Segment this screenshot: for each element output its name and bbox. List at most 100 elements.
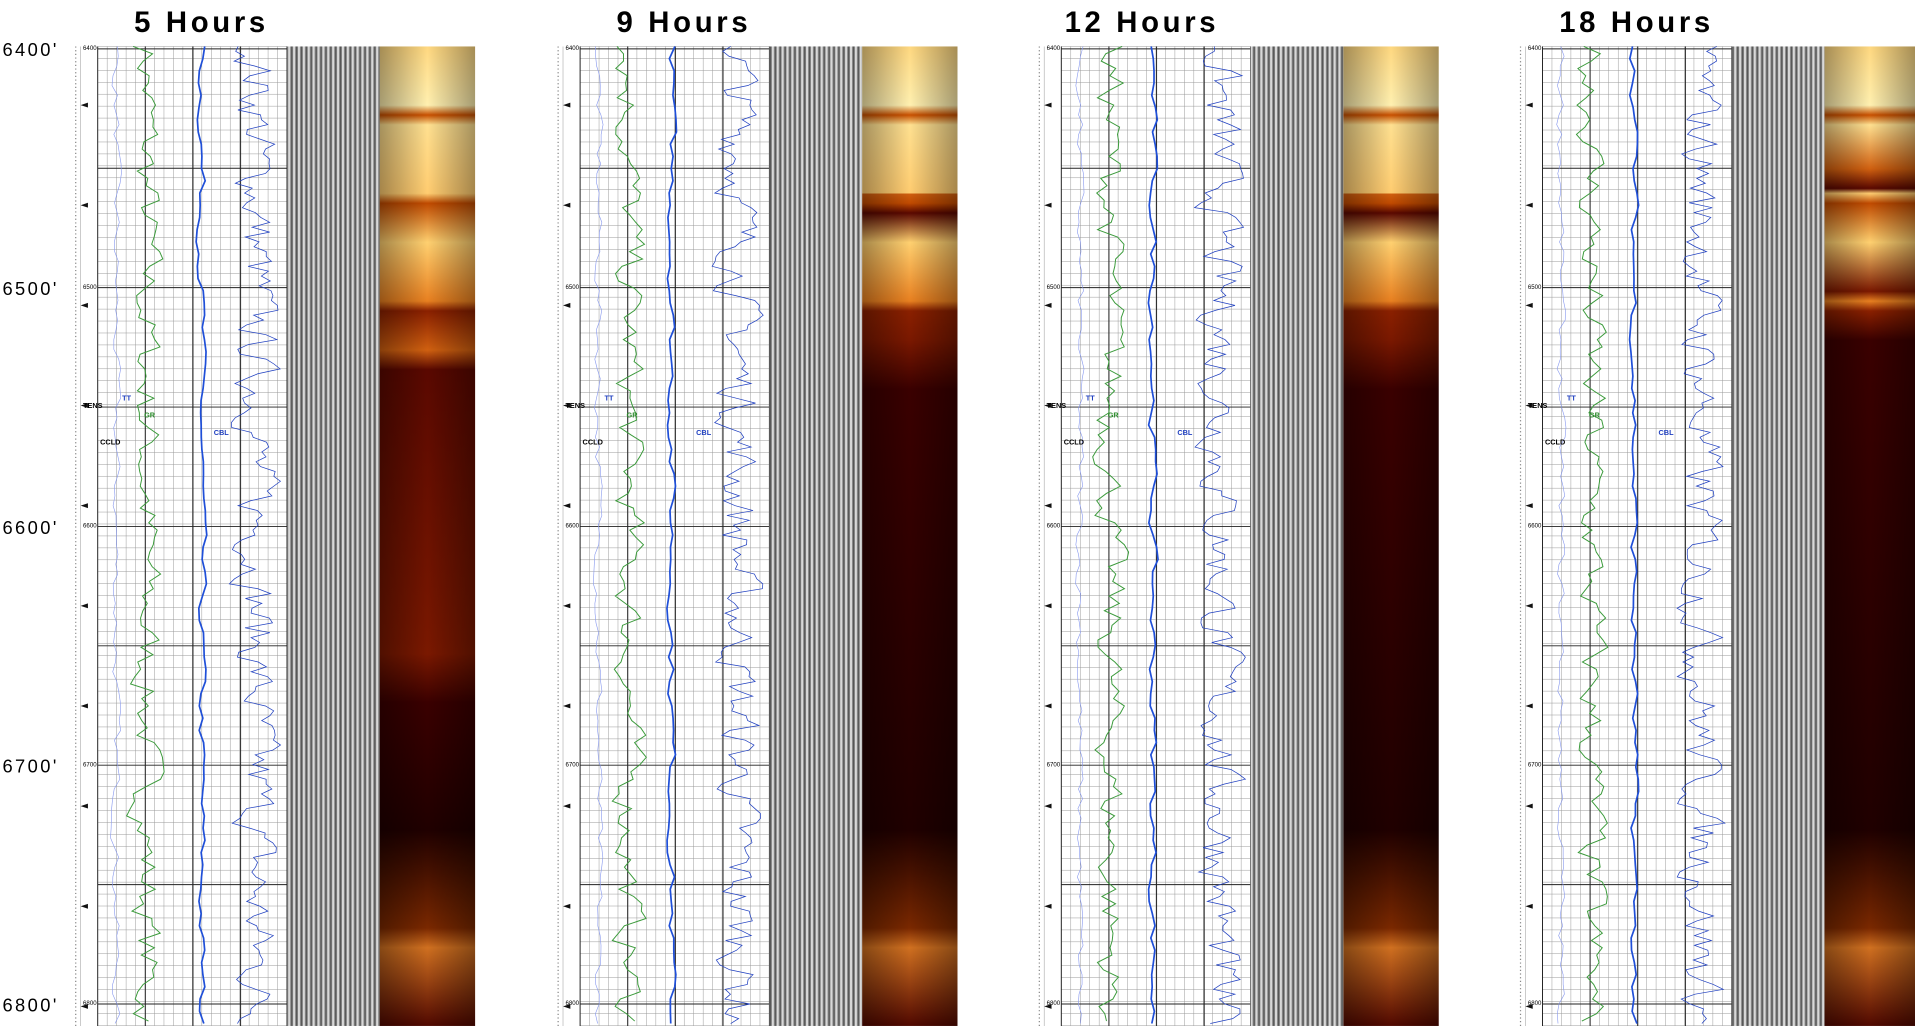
tt-curve	[1628, 46, 1640, 1024]
collar-mark	[1525, 903, 1533, 909]
curve-label: CBL	[214, 428, 230, 437]
curve-label: TT	[1086, 394, 1095, 403]
curve-label: TENS	[83, 401, 103, 410]
curve-label: GR	[144, 411, 156, 420]
track-depth: 6400	[1528, 45, 1542, 52]
track-depth: 6600	[83, 523, 97, 530]
gr-curve	[125, 46, 165, 1022]
depth-label: 6800'	[2, 994, 58, 1015]
tt-curve	[195, 46, 208, 1024]
track-depth: 6700	[1528, 761, 1542, 768]
cbl-curve	[1676, 46, 1726, 1024]
track-depth: 6400	[83, 45, 97, 52]
track-depth: 6700	[83, 761, 97, 768]
curve-label: TT	[605, 394, 614, 403]
collar-mark	[1525, 202, 1533, 208]
depth-label: 6500'	[2, 278, 58, 299]
vdl-track	[1731, 46, 1825, 1026]
track-depth: 6700	[1047, 761, 1061, 768]
tens-curve	[593, 46, 604, 1024]
track-depth: 6800	[1528, 1000, 1542, 1007]
collar-mark	[80, 503, 88, 509]
color-shade	[1343, 46, 1439, 1026]
collar-mark	[80, 703, 88, 709]
vdl-track	[287, 46, 380, 1026]
panel-title: 12 Hours	[1065, 6, 1220, 39]
collar-mark	[1044, 102, 1052, 108]
curve-label: CBL	[1177, 428, 1193, 437]
collar-mark	[563, 1003, 571, 1009]
track-depth: 6800	[1047, 1000, 1061, 1007]
panel-title: 5 Hours	[134, 6, 269, 39]
collar-mark	[1525, 703, 1533, 709]
track-depth: 6600	[565, 523, 579, 530]
depth-label: 6600'	[2, 517, 58, 538]
collar-mark	[1525, 403, 1533, 408]
collar-mark	[1525, 102, 1533, 108]
collar-mark	[1044, 703, 1052, 709]
collar-mark	[80, 603, 88, 609]
track-depth: 6500	[1528, 284, 1542, 291]
vdl-track	[769, 46, 863, 1026]
color-shade	[1824, 46, 1915, 1026]
tt-curve	[1147, 46, 1159, 1024]
collar-mark	[1044, 903, 1052, 909]
curve-label: CCLD	[583, 438, 603, 447]
curve-label: GR	[1108, 411, 1120, 420]
depth-label: 6700'	[2, 756, 58, 777]
grid-major	[97, 46, 288, 1026]
collar-mark	[563, 202, 571, 208]
curve-label: TENS	[1528, 401, 1548, 410]
curve-label: TT	[122, 394, 131, 403]
collar-mark	[1525, 1003, 1533, 1009]
collar-mark	[80, 202, 88, 208]
collar-mark	[1525, 503, 1533, 509]
curve-label: CCLD	[1545, 438, 1565, 447]
collar-mark	[1525, 302, 1533, 308]
tt-curve	[666, 46, 678, 1024]
grid-minor	[1061, 46, 1251, 1026]
collar-mark	[1044, 202, 1052, 208]
collar-mark	[1525, 803, 1533, 809]
panel-title: 9 Hours	[617, 6, 752, 39]
collar-mark	[1525, 603, 1533, 609]
track-depth: 6600	[1047, 523, 1061, 530]
grid-major	[579, 46, 770, 1026]
curve-label: CCLD	[1064, 438, 1084, 447]
grid-minor	[579, 46, 770, 1026]
track-depth: 6800	[83, 1000, 97, 1007]
collar-mark	[563, 302, 571, 308]
grid-minor	[97, 46, 288, 1026]
track-depth: 6400	[1047, 45, 1061, 52]
curve-label: GR	[1589, 411, 1601, 420]
tens-curve	[110, 46, 122, 1024]
collar-mark	[563, 102, 571, 108]
collar-mark	[563, 803, 571, 809]
curve-label: GR	[627, 411, 639, 420]
track-depth: 6400	[565, 45, 579, 52]
collar-mark	[80, 1003, 88, 1009]
vdl-track	[1250, 46, 1344, 1026]
collar-mark	[563, 603, 571, 609]
gr-curve	[1092, 46, 1130, 1022]
gr-curve	[1575, 46, 1609, 1022]
grid-major	[1060, 46, 1252, 1026]
track-depth: 6500	[1047, 284, 1061, 291]
track-depth: 6800	[565, 1000, 579, 1007]
tens-curve	[1075, 46, 1085, 1024]
depth-label: 6400'	[2, 39, 58, 60]
cbl-curve	[1193, 46, 1247, 1024]
grid-minor	[1542, 46, 1733, 1026]
cbl-curve	[228, 46, 282, 1024]
collar-mark	[80, 903, 88, 909]
color-shade	[862, 46, 958, 1026]
track-depth: 6500	[565, 284, 579, 291]
track-depth: 6600	[1528, 523, 1542, 530]
collar-mark	[80, 403, 88, 408]
curve-label: TT	[1567, 394, 1576, 403]
curve-label: TENS	[1047, 401, 1067, 410]
collar-mark	[80, 803, 88, 809]
panel-title: 18 Hours	[1559, 6, 1714, 39]
cbl-curve	[711, 46, 764, 1024]
tens-curve	[1556, 46, 1567, 1024]
